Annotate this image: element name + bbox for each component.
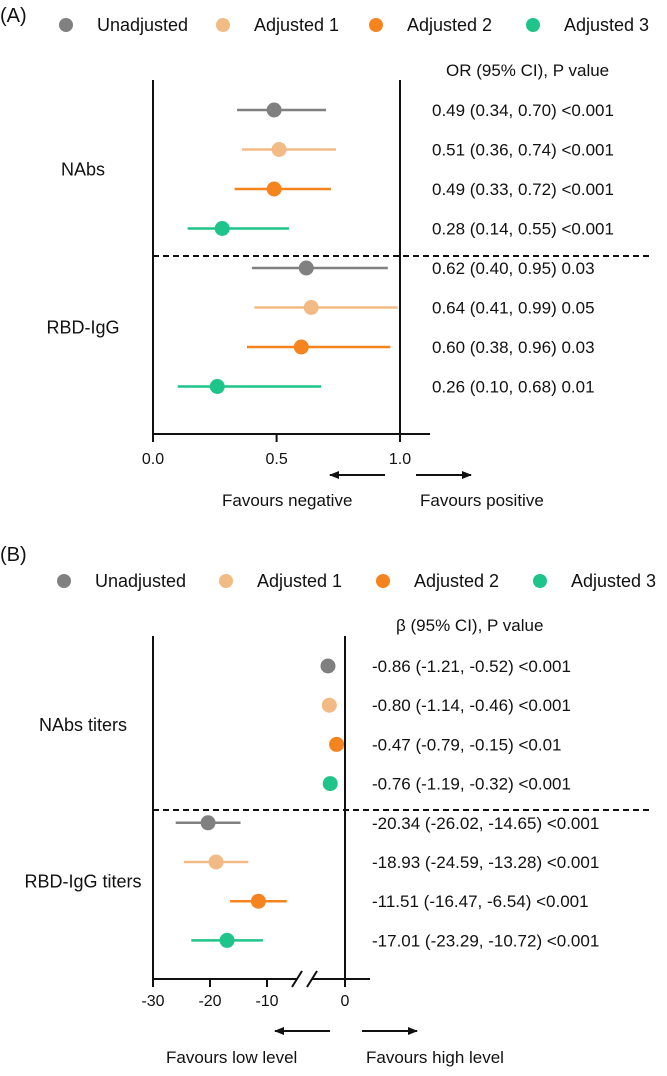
estimate-label: -18.93 (-24.59, -13.28) <0.001 [372, 853, 599, 872]
legend-marker [533, 574, 547, 588]
group-label: NAbs [61, 159, 105, 179]
estimate-label: 0.49 (0.33, 0.72) <0.001 [432, 180, 614, 199]
estimate-label: 0.26 (0.10, 0.68) 0.01 [432, 378, 595, 397]
point-estimate [214, 221, 230, 236]
favours-right-label: Favours high level [366, 1048, 504, 1067]
legend-marker [369, 18, 383, 32]
estimate-label: -0.86 (-1.21, -0.52) <0.001 [372, 657, 571, 676]
point-estimate [271, 142, 287, 157]
point-estimate [320, 658, 336, 674]
point-estimate [322, 776, 338, 792]
estimate-label: -11.51 (-16.47, -6.54) <0.001 [372, 892, 589, 911]
legend-label: Unadjusted [95, 571, 186, 591]
group-label: RBD-IgG titers [24, 872, 141, 892]
column-header: β (95% CI), P value [396, 616, 543, 635]
x-tick-label: -30 [141, 993, 164, 1010]
panel-label: (A) [0, 5, 27, 27]
panel-label: (B) [0, 544, 27, 566]
point-estimate [266, 181, 282, 197]
point-estimate [298, 260, 314, 276]
legend-label: Adjusted 2 [414, 571, 499, 591]
point-estimate [329, 736, 345, 752]
estimate-label: -0.47 (-0.79, -0.15) <0.01 [372, 735, 561, 754]
x-tick-label: -20 [198, 993, 221, 1010]
favours-left-label: Favours low level [166, 1048, 297, 1067]
point-estimate [219, 932, 235, 948]
point-estimate [266, 102, 282, 118]
point-estimate [293, 339, 309, 355]
estimate-label: 0.28 (0.14, 0.55) <0.001 [432, 220, 614, 239]
legend-marker [57, 574, 71, 588]
point-estimate [321, 697, 337, 713]
axis-break-mark [306, 970, 318, 988]
legend-label: Unadjusted [97, 15, 188, 35]
estimate-label: -20.34 (-26.02, -14.65) <0.001 [372, 814, 599, 833]
estimate-label: 0.51 (0.36, 0.74) <0.001 [432, 141, 614, 160]
group-label: NAbs titers [39, 715, 127, 735]
point-estimate [303, 300, 319, 315]
point-estimate [209, 379, 225, 394]
estimate-label: 0.64 (0.41, 0.99) 0.05 [432, 299, 595, 318]
legend-marker [376, 574, 390, 588]
estimate-label: 0.62 (0.40, 0.95) 0.03 [432, 259, 595, 278]
estimate-label: 0.49 (0.34, 0.70) <0.001 [432, 101, 614, 120]
legend-label: Adjusted 1 [257, 571, 342, 591]
estimate-label: -0.80 (-1.14, -0.46) <0.001 [372, 696, 571, 715]
x-tick-label: 1.0 [389, 451, 411, 468]
x-tick-label: 0.0 [142, 451, 164, 468]
column-header: OR (95% CI), P value [446, 61, 609, 80]
legend-marker [216, 18, 230, 32]
estimate-label: -17.01 (-23.29, -10.72) <0.001 [372, 931, 599, 950]
estimate-label: 0.60 (0.38, 0.96) 0.03 [432, 338, 595, 357]
legend-label: Adjusted 1 [254, 15, 339, 35]
point-estimate [250, 893, 266, 909]
legend-label: Adjusted 3 [564, 15, 649, 35]
x-tick-label: -10 [255, 993, 278, 1010]
legend-marker [219, 574, 233, 588]
point-estimate [200, 815, 216, 831]
legend-label: Adjusted 3 [571, 571, 656, 591]
group-label: RBD-IgG [46, 317, 119, 337]
x-tick-label: 0 [341, 993, 350, 1010]
legend-marker [59, 18, 73, 32]
legend-marker [526, 18, 540, 32]
axis-break-mark [291, 970, 303, 988]
favours-left-label: Favours negative [222, 491, 352, 510]
point-estimate [208, 854, 224, 870]
favours-right-label: Favours positive [420, 491, 544, 510]
x-tick-label: 0.5 [265, 451, 287, 468]
legend-label: Adjusted 2 [407, 15, 492, 35]
estimate-label: -0.76 (-1.19, -0.32) <0.001 [372, 775, 571, 794]
